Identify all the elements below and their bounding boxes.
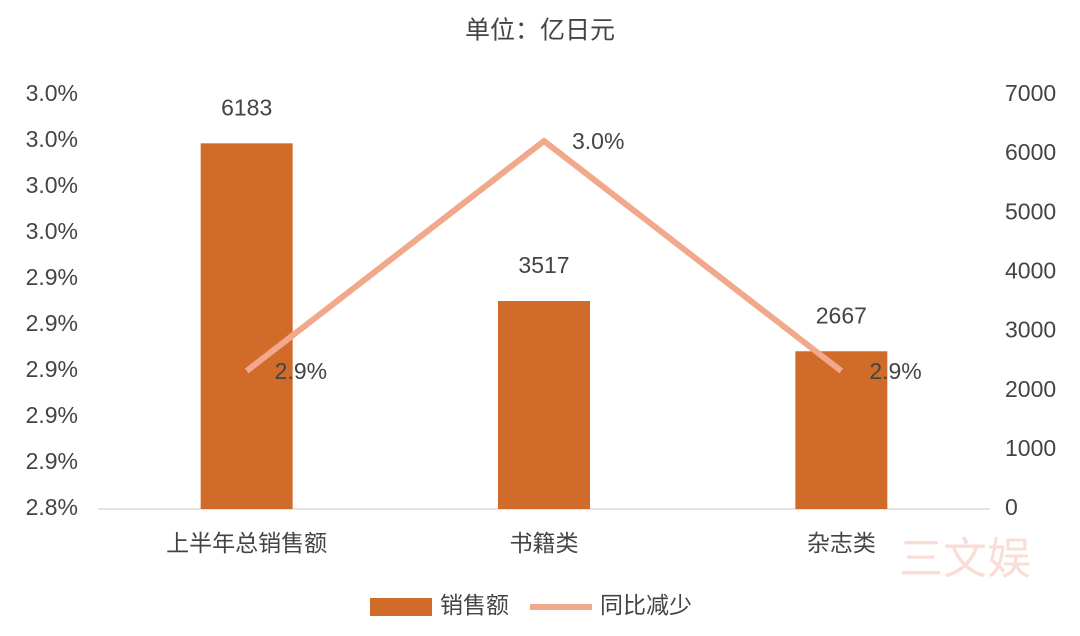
y-tick-label: 3.0%	[26, 80, 78, 106]
legend-label: 销售额	[440, 592, 509, 618]
chart-title: 单位：亿日元	[465, 17, 615, 45]
x-tick-label: 上半年总销售额	[166, 530, 327, 556]
y-tick-label: 3.0%	[26, 172, 78, 198]
y-tick-label: 3.0%	[26, 218, 78, 244]
y-tick-label: 2.8%	[26, 494, 78, 520]
bar-value-label: 3517	[518, 252, 569, 278]
bar-value-label: 2667	[816, 302, 867, 328]
y2-tick-label: 3000	[1005, 317, 1056, 343]
bar	[795, 351, 888, 509]
line-value-label: 2.9%	[869, 358, 921, 384]
y-tick-label: 2.9%	[26, 402, 78, 428]
y2-tick-label: 7000	[1005, 80, 1056, 106]
x-tick-label: 杂志类	[807, 530, 876, 556]
bar	[200, 143, 293, 510]
line-value-label: 2.9%	[275, 358, 327, 384]
y2-tick-label: 4000	[1005, 258, 1056, 284]
line	[244, 138, 844, 374]
legend-swatch	[370, 598, 432, 616]
y-tick-label: 2.9%	[26, 448, 78, 474]
y-tick-label: 2.9%	[26, 264, 78, 290]
y2-tick-label: 6000	[1005, 139, 1056, 165]
y-tick-label: 2.9%	[26, 356, 78, 382]
legend-label: 同比减少	[600, 592, 692, 618]
bar-value-label: 6183	[221, 94, 272, 120]
bar	[498, 300, 590, 509]
y-tick-label: 3.0%	[26, 126, 78, 152]
y2-tick-label: 0	[1005, 494, 1018, 520]
x-tick-label: 书籍类	[510, 530, 579, 556]
watermark: 三文娱	[899, 535, 1031, 584]
y2-tick-label: 1000	[1005, 435, 1056, 461]
y-tick-label: 2.9%	[26, 310, 78, 336]
y2-tick-label: 2000	[1005, 376, 1056, 402]
y2-tick-label: 5000	[1005, 198, 1056, 224]
line-value-label: 3.0%	[572, 128, 624, 154]
